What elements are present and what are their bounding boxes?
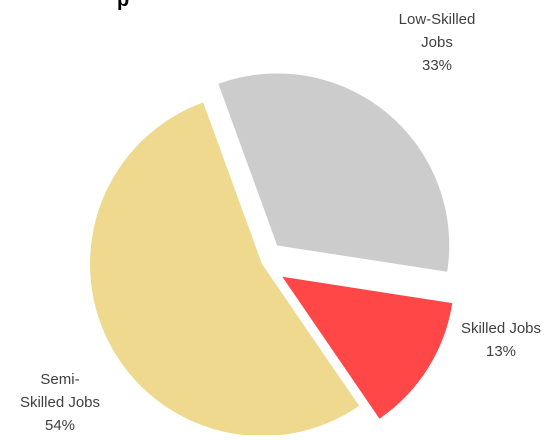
slice-label-skilled-jobs: Skilled Jobs 13% bbox=[461, 320, 541, 360]
slice-percent: 33% bbox=[422, 57, 452, 74]
slice-label-line: Skilled Jobs bbox=[20, 394, 100, 411]
slice-label-line: Low-Skilled bbox=[399, 11, 476, 28]
slice-percent: 54% bbox=[45, 417, 75, 434]
pie-slices bbox=[89, 73, 453, 436]
pie-slice-low-skilled-jobs bbox=[218, 73, 450, 272]
slice-label-line: Semi- bbox=[40, 371, 79, 388]
slice-label-low-skilled-jobs: Low-Skilled Jobs 33% bbox=[399, 11, 476, 74]
slice-label-line: Jobs bbox=[421, 34, 453, 51]
slice-label-semi-skilled-jobs: Semi- Skilled Jobs 54% bbox=[20, 371, 100, 434]
slice-label-line: Skilled Jobs bbox=[461, 320, 541, 337]
slice-percent: 13% bbox=[486, 343, 516, 360]
pie-labels: Low-Skilled Jobs 33% Skilled Jobs 13% Semi- Sk… bbox=[20, 11, 541, 434]
chart-title-fragment: p bbox=[117, 0, 129, 11]
pie-slice-skilled-jobs bbox=[282, 276, 453, 419]
pie-slice-semi-skilled-jobs bbox=[89, 102, 360, 436]
